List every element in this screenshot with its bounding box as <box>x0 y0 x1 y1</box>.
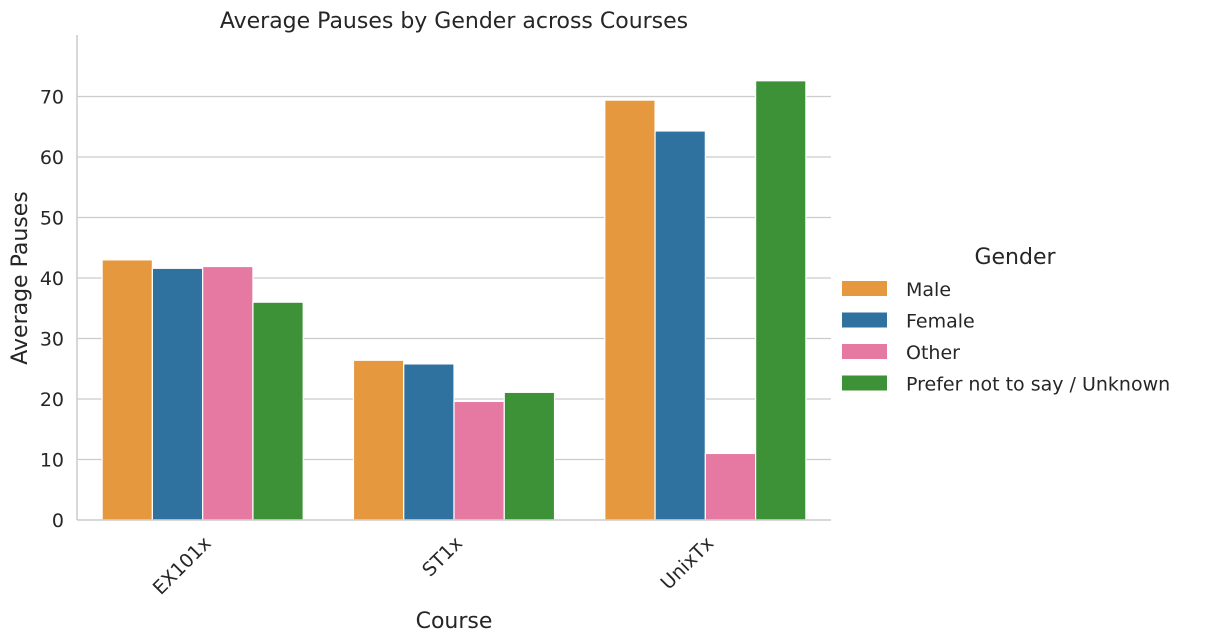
bar-ex101x-female <box>151 267 204 521</box>
y-tick-label: 30 <box>40 329 64 351</box>
bar-ex101x-male <box>101 259 153 521</box>
x-tick-label: EX101x <box>149 532 216 599</box>
bar-st1x-female <box>403 363 455 521</box>
y-tick-label: 10 <box>40 450 64 472</box>
legend-swatch <box>842 281 887 296</box>
y-tick-labels: 0 10 20 30 40 50 60 70 <box>40 87 64 533</box>
legend-title: Gender <box>974 245 1056 270</box>
legend-swatch <box>842 344 887 359</box>
y-tick-label: 0 <box>52 510 64 532</box>
bar-unixtx-prefer-not-to-say-unknown <box>754 80 807 521</box>
legend-label: Other <box>906 342 960 364</box>
y-tick-label: 20 <box>40 389 64 411</box>
bar-st1x-prefer-not-to-say-unknown <box>503 391 556 521</box>
bar-unixtx-female <box>654 130 706 521</box>
y-axis-label: Average Pauses <box>8 191 33 365</box>
x-axis-label: Course <box>416 609 493 634</box>
legend: Gender Male Female Other Prefer not to say … <box>842 245 1170 396</box>
bars <box>101 80 807 521</box>
bar-unixtx-other <box>704 452 757 521</box>
legend-label: Male <box>906 279 951 301</box>
bar-ex101x-prefer-not-to-say-unknown <box>252 301 304 521</box>
chart-title: Average Pauses by Gender across Courses <box>220 9 688 34</box>
y-tick-label: 50 <box>40 208 64 230</box>
x-tick-label: ST1x <box>418 532 467 581</box>
legend-items: Male Female Other Prefer not to say / Unkno… <box>842 279 1170 396</box>
legend-label: Female <box>906 311 975 333</box>
y-tick-label: 40 <box>40 268 64 290</box>
bar-st1x-male <box>352 359 405 521</box>
bar-st1x-other <box>453 400 505 521</box>
x-tick-labels: EX101x ST1x UnixTx <box>149 532 719 599</box>
y-tick-label: 70 <box>40 87 64 109</box>
legend-label: Prefer not to say / Unknown <box>906 374 1170 396</box>
x-tick-label: UnixTx <box>657 532 719 594</box>
y-tick-label: 60 <box>40 147 64 169</box>
legend-swatch <box>842 375 887 391</box>
bar-unixtx-male <box>604 99 656 521</box>
bar-ex101x-other <box>202 265 254 521</box>
legend-swatch <box>842 312 887 328</box>
axes-spines <box>76 35 831 521</box>
